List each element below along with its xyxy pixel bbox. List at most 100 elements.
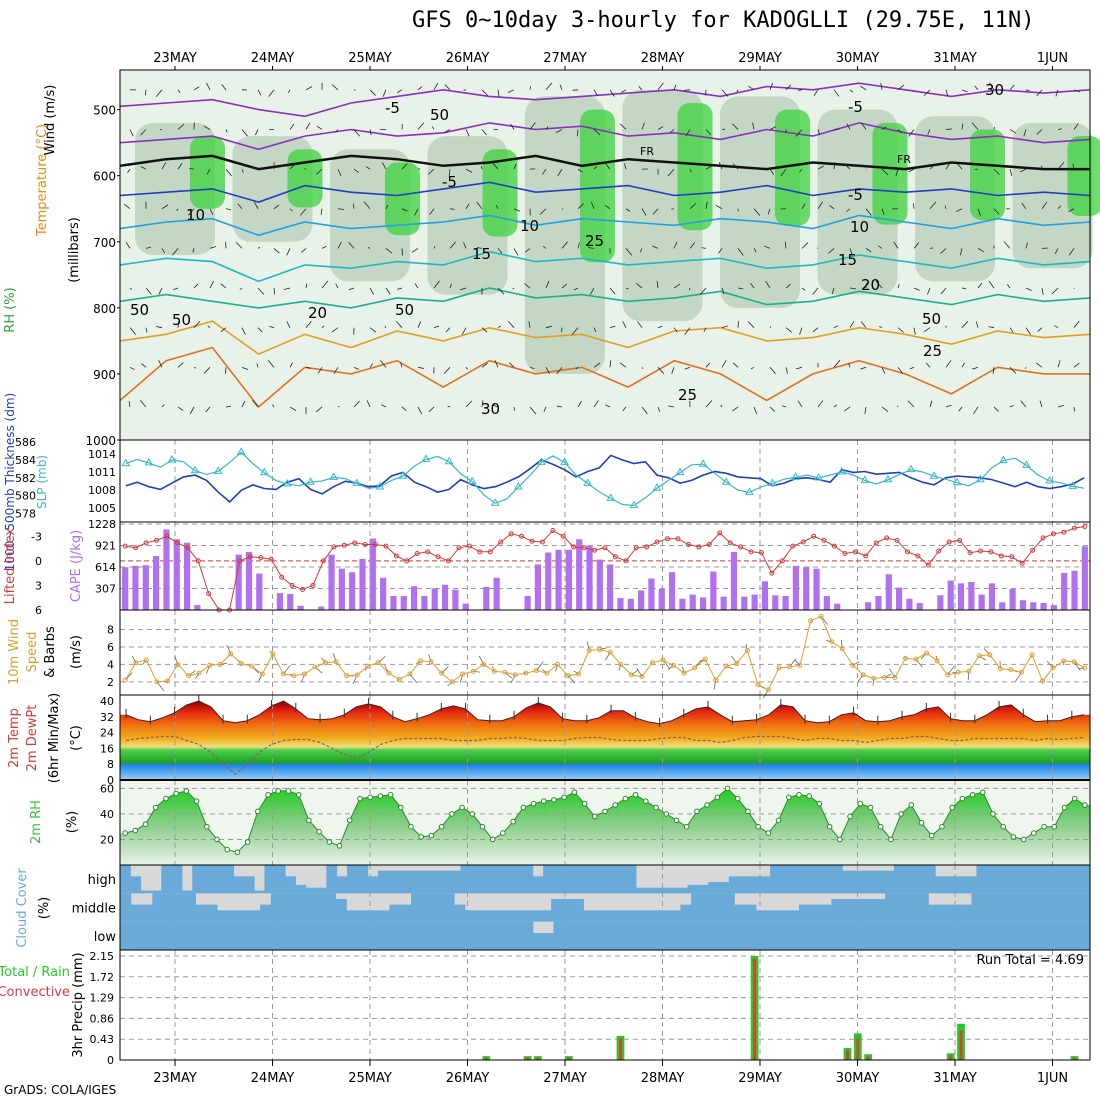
wind-speed-point <box>1040 678 1046 684</box>
lifted-index-point <box>998 553 1004 559</box>
wind-barb <box>251 166 259 170</box>
contour-label: 50 <box>130 301 149 319</box>
cloud-cell <box>171 921 183 950</box>
slp-marker <box>190 465 200 474</box>
slp-marker <box>375 482 385 490</box>
rh-point <box>214 836 220 843</box>
lifted-index-point <box>842 550 848 556</box>
cloud-cell <box>873 921 885 950</box>
wind-barb <box>449 283 452 289</box>
wind-barb <box>593 400 599 408</box>
wind-barb <box>331 327 339 333</box>
temperature-contour <box>119 122 1091 151</box>
wind-barb <box>671 367 675 374</box>
wind-barb <box>849 89 853 93</box>
wind-barb-10m <box>967 671 970 681</box>
wind-barb <box>881 208 885 215</box>
wind-speed-point <box>512 672 518 678</box>
contour-label: 20 <box>861 276 880 294</box>
wind-barb <box>401 208 408 212</box>
wind-barb <box>1009 327 1014 333</box>
wind-barb <box>1054 248 1059 254</box>
cloud-cell <box>759 921 771 950</box>
wind-barb <box>753 406 758 415</box>
x-tick-label-top: 24MAY <box>251 51 295 66</box>
cape-bar <box>586 545 593 610</box>
wind-speed-point <box>417 658 423 664</box>
slp-marker <box>398 471 408 479</box>
cloud-cell <box>140 890 152 894</box>
wind-barb <box>257 327 263 333</box>
wind-barb <box>780 168 787 177</box>
lifted-index-point <box>268 556 274 562</box>
wind-barb <box>127 168 131 173</box>
wind-barb <box>177 362 184 368</box>
cloud-cell <box>532 876 544 894</box>
wind-barb <box>812 287 819 295</box>
wind-barb-10m <box>840 639 843 649</box>
cloud-cell <box>512 865 523 894</box>
wind-barb <box>497 287 505 295</box>
wind-barb <box>481 400 484 408</box>
wind-barb <box>559 84 563 90</box>
wind-barb <box>846 208 851 212</box>
wind-barb <box>1068 248 1075 256</box>
cloud-cell <box>749 876 761 894</box>
wind-speed-point <box>544 670 550 676</box>
wind-barb <box>816 247 819 249</box>
cloud-cell <box>790 865 802 894</box>
rh-point <box>163 795 169 802</box>
cloud-cell <box>687 884 699 894</box>
wind-barb <box>1057 360 1061 368</box>
wind-barb <box>689 203 696 210</box>
wind-barb <box>737 287 744 290</box>
wind-barb <box>524 283 531 289</box>
cloud-cell <box>874 899 886 922</box>
cloud-cell <box>862 870 874 894</box>
cloud-cell <box>1069 865 1081 894</box>
wind-barb <box>235 241 243 249</box>
cloud-cell <box>993 893 1005 922</box>
slp-marker <box>259 467 269 476</box>
contour-label: -5 <box>442 173 457 191</box>
wind-speed-point <box>850 662 856 668</box>
wind-barb <box>959 248 963 256</box>
rh-point <box>775 817 782 824</box>
rh-saturated-band <box>580 109 615 263</box>
cloud-cell <box>243 876 255 894</box>
wind-barb <box>641 406 648 415</box>
wind-barb <box>753 248 757 253</box>
wind-barb <box>737 321 739 328</box>
wind-barb <box>273 204 280 210</box>
cloud-cell <box>718 921 730 950</box>
slp-axis-label: SLP (mb) <box>35 455 49 509</box>
rh-point <box>561 794 567 801</box>
wind-barb <box>781 405 787 408</box>
wind-barb <box>865 248 872 253</box>
cloud-cell <box>896 893 908 922</box>
wind-speed-point <box>671 662 677 668</box>
cloud-cell <box>1017 921 1029 950</box>
slp-marker <box>306 477 315 485</box>
rh-point <box>622 795 629 802</box>
rh-point <box>581 800 588 807</box>
cloud-cell <box>1028 865 1039 894</box>
cape-bar <box>1061 572 1068 610</box>
cloud-cell <box>120 893 132 922</box>
wind-barb <box>305 366 312 369</box>
cloud-cell <box>852 921 864 950</box>
cloud-cell <box>274 865 286 894</box>
wind-barb <box>927 129 931 135</box>
temperature-contour <box>119 214 1091 237</box>
wind-barb <box>417 366 425 369</box>
rh-point <box>785 794 792 801</box>
lifted-index-point <box>279 574 285 580</box>
rh-point <box>806 793 813 799</box>
y-tick-label: 500 <box>93 104 116 118</box>
cape-bar <box>978 594 985 610</box>
cloud-cell <box>223 865 235 894</box>
contour-label: -5 <box>385 99 400 117</box>
cloud-cell <box>238 910 250 922</box>
rh-axis-label: (%) <box>65 811 80 834</box>
cloud-cell <box>336 921 348 950</box>
